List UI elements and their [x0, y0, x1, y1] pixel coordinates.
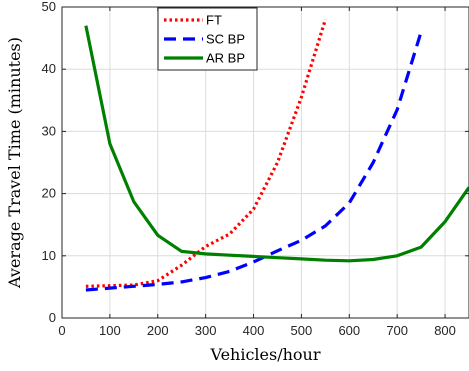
- legend-label-sc-bp: SC BP: [206, 32, 245, 47]
- series-line-sc-bp: [85, 31, 423, 292]
- y-tick-label: 20: [42, 186, 56, 201]
- x-tick-label: 200: [147, 323, 169, 338]
- axis-ticks: [61, 6, 469, 319]
- x-tick-label: 0: [58, 323, 65, 338]
- y-axis-label: Average Travel Time (minutes): [5, 37, 24, 289]
- legend-label-ft: FT: [206, 13, 222, 28]
- x-tick-labels: 0 100 200 300 400 500 600 700 800: [58, 323, 456, 338]
- series-line-ft: [85, 18, 327, 288]
- y-tick-label: 40: [42, 61, 56, 76]
- series-lines: [84, 18, 469, 292]
- plot-frame: [61, 6, 469, 319]
- y-tick-label: 10: [42, 248, 56, 263]
- x-tick-label: 800: [434, 323, 456, 338]
- x-tick-label: 500: [291, 323, 313, 338]
- x-tick-label: 100: [99, 323, 121, 338]
- y-tick-labels: 0 10 20 30 40 50: [42, 0, 56, 325]
- y-tick-label: 50: [42, 0, 56, 14]
- x-tick-label: 400: [243, 323, 265, 338]
- x-tick-label: 300: [195, 323, 217, 338]
- legend: FT SC BP AR BP: [157, 7, 258, 71]
- series-line-ar-bp: [84, 25, 469, 263]
- y-tick-label: 30: [42, 123, 56, 138]
- x-axis-label: Vehicles/hour: [209, 345, 320, 364]
- grid: [61, 6, 469, 319]
- x-tick-label: 700: [386, 323, 408, 338]
- legend-label-ar-bp: AR BP: [206, 51, 245, 66]
- y-tick-label: 0: [49, 310, 56, 325]
- x-tick-label: 600: [338, 323, 360, 338]
